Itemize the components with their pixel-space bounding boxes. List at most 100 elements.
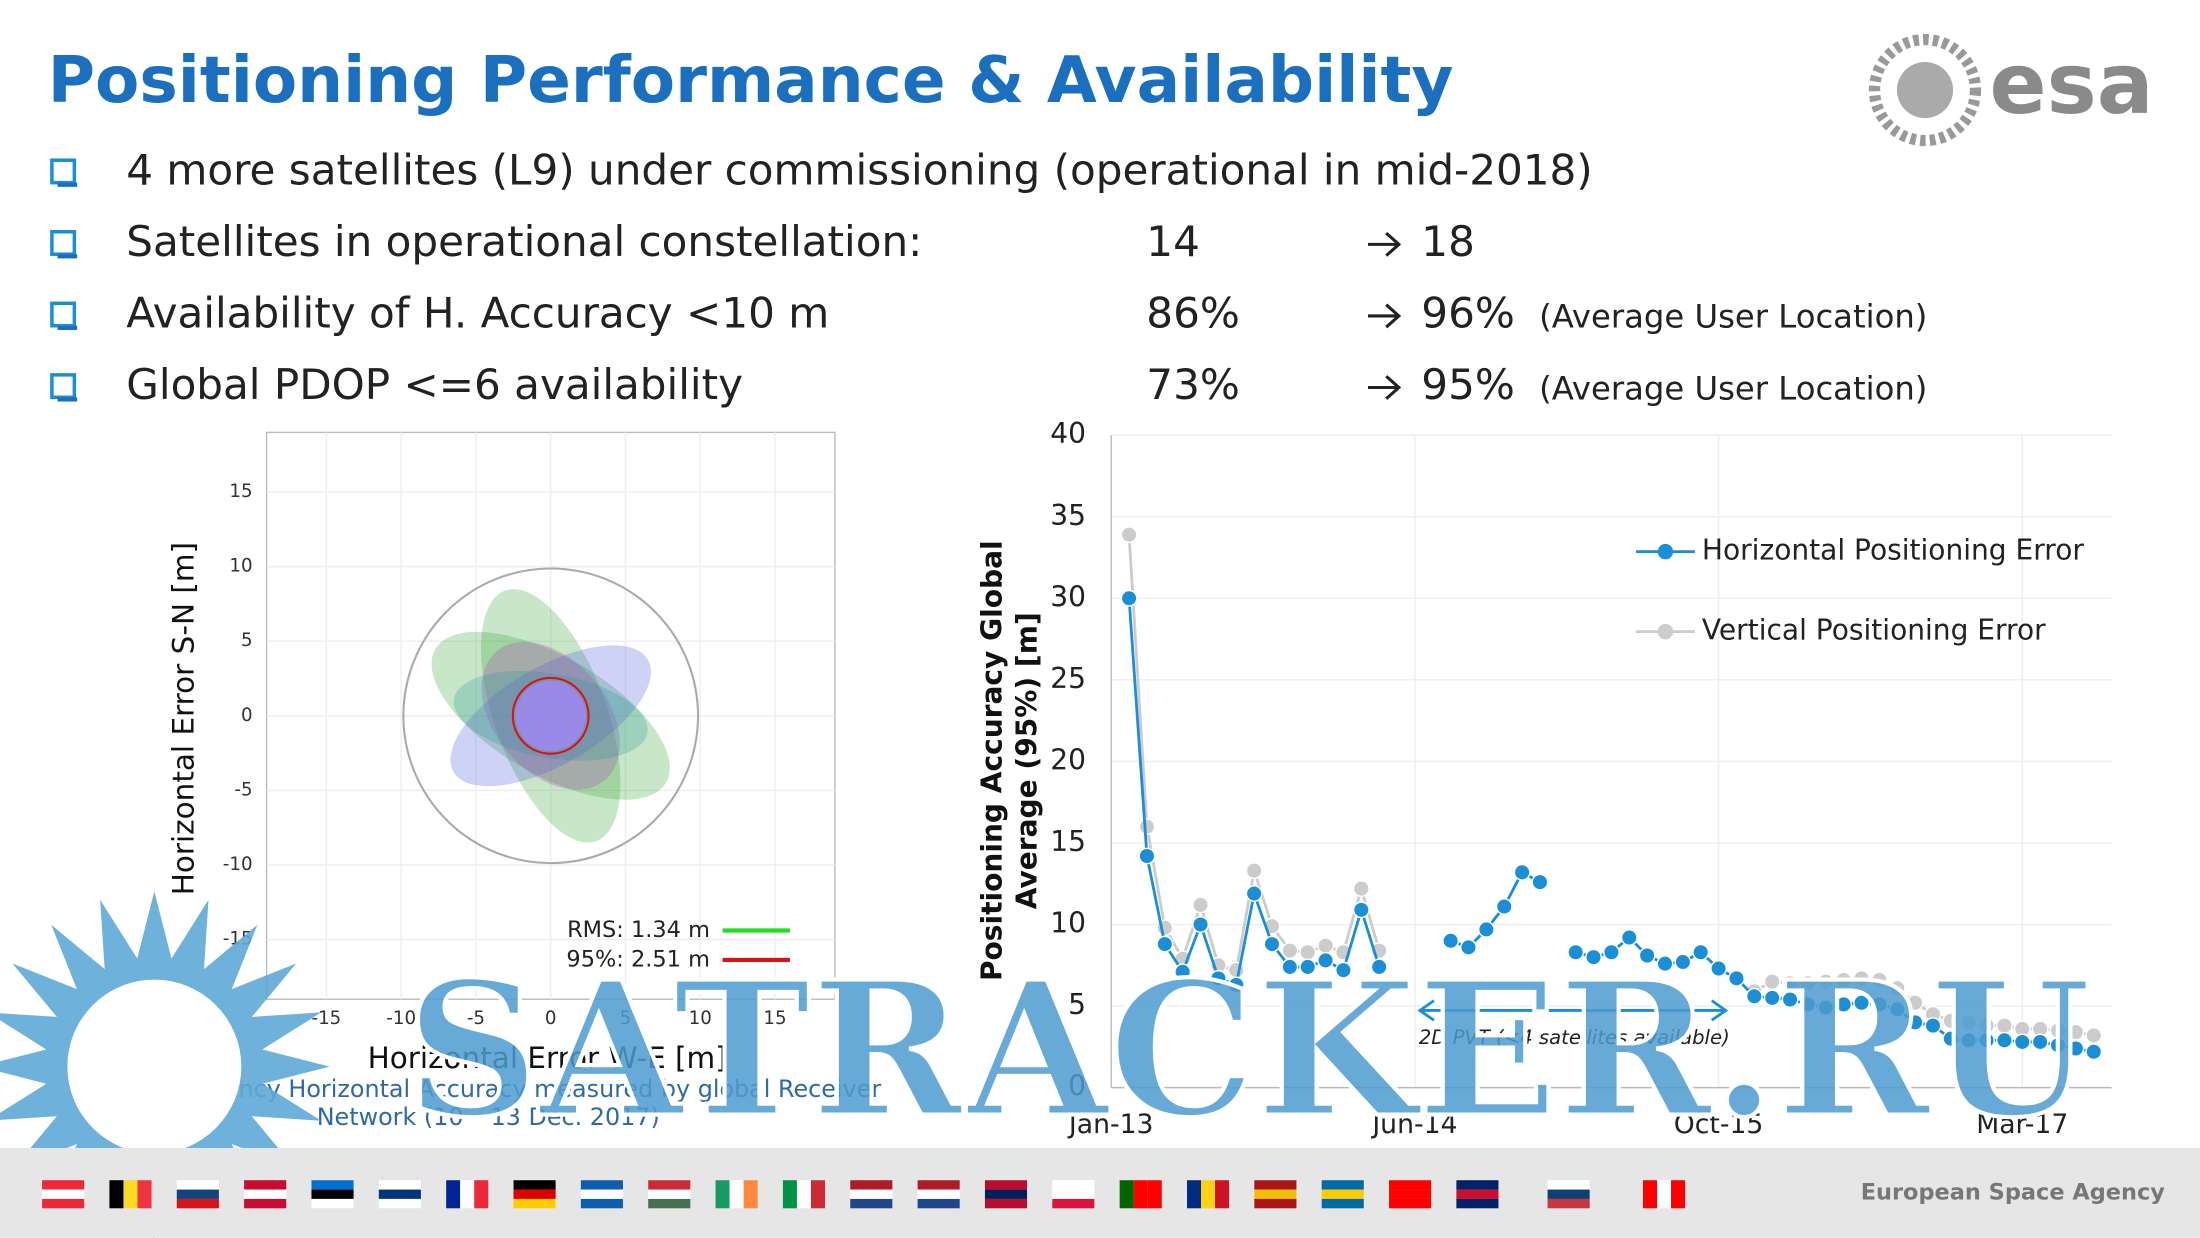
title: Positioning Performance & Availability (48, 43, 1454, 118)
y-axis-label: Positioning Accuracy Global (975, 540, 1008, 981)
flag-stripe (917, 1198, 960, 1209)
flag-stripe (782, 1180, 797, 1209)
point (1853, 969, 1870, 987)
point (1299, 958, 1317, 976)
flag-stripe (513, 1189, 556, 1199)
flag-stripe (378, 1198, 421, 1209)
core-cloud (515, 680, 586, 751)
point (2031, 1033, 2049, 1051)
flag-stripe (1547, 1180, 1590, 1190)
point (1209, 969, 1227, 987)
point (1978, 1031, 1995, 1049)
point (1745, 987, 1763, 1005)
line-chart: 0 5 10 15 20 25 30 35 40 Jan-13 Jun-14 Oct-15 Mar-17… (975, 417, 2112, 1140)
flag-stripe (1254, 1180, 1297, 1190)
point (1335, 961, 1352, 979)
x-tick-label: -5 (467, 1008, 485, 1029)
bullet-note: (Average User Location) (1539, 298, 1927, 336)
flag-stripe (715, 1180, 730, 1209)
flag-stripe (648, 1198, 691, 1209)
flag-stripe (123, 1180, 138, 1209)
y-tick-label: 10 (1050, 907, 1086, 940)
flag-stripe (984, 1189, 1028, 1199)
flag-stripe (1321, 1180, 1364, 1190)
flag-stripe (1389, 1198, 1432, 1209)
x-tick-label: 15 (763, 1008, 786, 1029)
flag-stripe (244, 1198, 287, 1209)
y-tick-label: 0 (241, 705, 253, 726)
footer-band (0, 1147, 2200, 1238)
point (1227, 976, 1245, 994)
flag-stripe (1657, 1180, 1672, 1209)
point (1192, 896, 1209, 914)
point (1728, 969, 1745, 987)
esa-logo: esa (1868, 33, 2154, 147)
legend-label: Vertical Positioning Error (1702, 614, 2046, 647)
point (2085, 1043, 2103, 1061)
point (1996, 1031, 2013, 1049)
flag-stripe (984, 1198, 1028, 1209)
point (1245, 885, 1263, 902)
point (1567, 943, 1585, 961)
bullet-text: Global PDOP <=6 availability (126, 360, 743, 409)
point (1942, 1012, 1960, 1030)
y-tick-label: 15 (229, 481, 252, 502)
flag-stripe (244, 1189, 287, 1199)
x-tick-label: -10 (386, 1008, 416, 1029)
flag-stripe (513, 1180, 556, 1190)
flag-stripe (109, 1180, 124, 1209)
point (1781, 974, 1799, 992)
flag-stripe (42, 1189, 85, 1199)
point (1620, 929, 1638, 946)
flag-stripe (474, 1180, 489, 1209)
point (1763, 989, 1781, 1007)
x-tick-label: -15 (312, 1008, 342, 1029)
flags (42, 1180, 1686, 1209)
point (1870, 971, 1888, 989)
bullet-from: 14 (1146, 217, 1200, 266)
point (1817, 973, 1835, 991)
point (1817, 999, 1835, 1017)
flag-stripe (1052, 1198, 1095, 1209)
y-tick-label: 35 (1050, 499, 1086, 532)
bullet-to: 18 (1421, 217, 1475, 266)
point (1870, 996, 1888, 1013)
bullet-shadow (57, 254, 78, 259)
point (1531, 873, 1549, 891)
y-tick-label: 20 (1050, 743, 1086, 776)
arrow-icon (1367, 232, 1402, 257)
flag-stripe (743, 1180, 758, 1209)
point (1156, 935, 1174, 953)
point (1352, 880, 1370, 898)
flag-stripe (176, 1198, 219, 1209)
y-tick-label: 15 (1050, 825, 1086, 858)
arrow-icon (1367, 375, 1402, 400)
point (1799, 974, 1817, 992)
x-tick-label: 10 (689, 1008, 712, 1029)
flag-stripe (1671, 1180, 1686, 1209)
bullet-shadow (57, 182, 78, 187)
y-tick-label: -10 (223, 854, 253, 875)
logo-swirl (1868, 33, 1982, 147)
flag-stripe (1052, 1189, 1095, 1199)
point (1281, 942, 1299, 960)
flag-stripe (1456, 1180, 1499, 1190)
bullet-box (50, 301, 77, 328)
point (1138, 818, 1156, 836)
flag-stripe (1215, 1180, 1230, 1209)
flag-stripe (42, 1198, 85, 1209)
x-tick-label: 5 (620, 1008, 632, 1029)
flag-stripe (648, 1180, 691, 1190)
bullet-text: 4 more satellites (L9) under commissioni… (126, 145, 1592, 194)
annotation-arrow (1417, 999, 1729, 1022)
point (1317, 951, 1335, 969)
flag-stripe (1642, 1180, 1658, 1209)
y-tick-label: 30 (1050, 580, 1086, 613)
flag-stripe (580, 1180, 623, 1190)
bullet-shadow (57, 397, 78, 402)
arrow-icon (1367, 303, 1402, 329)
flag-stripe (244, 1180, 287, 1190)
legend-marker (1657, 623, 1674, 640)
point (1513, 863, 1531, 881)
